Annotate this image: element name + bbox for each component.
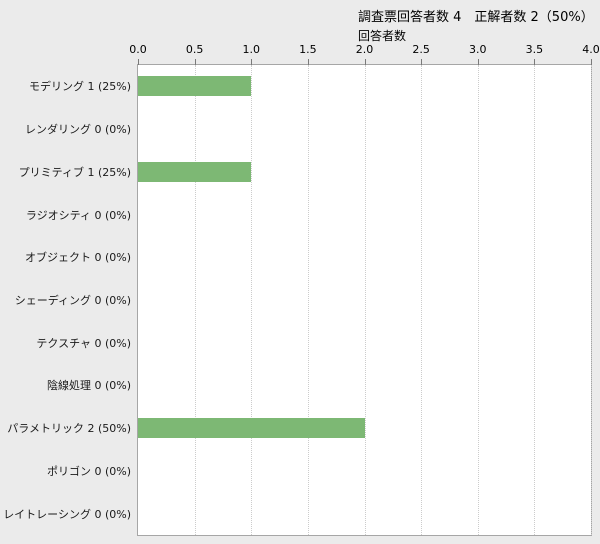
x-axis-tick-label: 0.5 [185,43,204,56]
category-label: 陰線処理 0 (0%) [46,379,131,393]
category-label: テクスチャ 0 (0%) [36,336,131,350]
x-axis-tick [251,59,253,65]
category-label: レイトレーシング 0 (0%) [3,507,131,521]
x-axis-tick-label: 3.0 [469,43,487,56]
chart-row: プリミティブ 1 (25%) [19,150,591,193]
chart-row: モデリング 1 (25%) [29,65,591,108]
gridline [421,65,423,535]
x-axis-tick [477,59,479,65]
gridline [194,65,196,535]
category-label: ラジオシティ 0 (0%) [25,208,131,222]
bar [138,161,252,182]
chart-row: シェーディング 0 (0%) [15,279,591,322]
x-axis-tick-label: 2.5 [412,43,430,56]
chart-title: 調査票回答者数 4 正解者数 2（50%） [358,10,594,25]
x-axis-tick-label: 1.0 [242,43,261,56]
gridline [477,65,479,535]
x-axis-title: 回答者数 [358,29,407,43]
gridline [534,65,536,535]
gridline [591,65,592,535]
x-axis-tick-label: 1.5 [299,43,317,56]
chart-row: オブジェクト 0 (0%) [25,236,591,279]
category-label: ポリゴン 0 (0%) [46,464,131,478]
category-label: レンダリング 0 (0%) [24,123,131,137]
category-label: プリミティブ 1 (25%) [18,165,131,179]
x-axis-tick [591,59,592,65]
chart-row: レンダリング 0 (0%) [25,108,591,151]
bar [138,76,252,97]
x-axis-tick-label: 3.5 [525,43,544,56]
category-label: シェーディング 0 (0%) [14,293,131,307]
plot-area: 0.0 0.5 1.0 1.5 2.0 2.5 3.0 3.5 4.0 モデリング 1 (25%)… [3,43,600,536]
gridline [251,65,253,535]
category-label: パラメトリック 2 (50%) [7,422,131,436]
gridline [364,65,366,535]
chart-row: ラジオシティ 0 (0%) [26,193,591,236]
chart-row: レイトレーシング 0 (0%) [3,492,591,535]
x-axis-tick [307,59,309,65]
x-axis-tick [421,59,423,65]
bar [138,418,365,439]
x-axis-tick-label: 2.0 [355,43,374,56]
gridline [307,65,309,535]
x-axis-tick [194,59,196,65]
chart-row: ポリゴン 0 (0%) [47,450,591,493]
chart-row: テクスチャ 0 (0%) [36,321,591,364]
category-label: モデリング 1 (25%) [28,80,131,94]
category-label: オブジェクト 0 (0%) [24,251,131,265]
x-axis-tick-label: 0.0 [129,43,147,56]
x-axis-tick-label: 4.0 [582,43,600,56]
chart-row: 陰線処理 0 (0%) [47,364,591,407]
x-axis-tick [138,59,139,65]
x-axis-tick [534,59,536,65]
x-axis-tick [364,59,366,65]
chart-row: パラメトリック 2 (50%) [7,407,591,450]
